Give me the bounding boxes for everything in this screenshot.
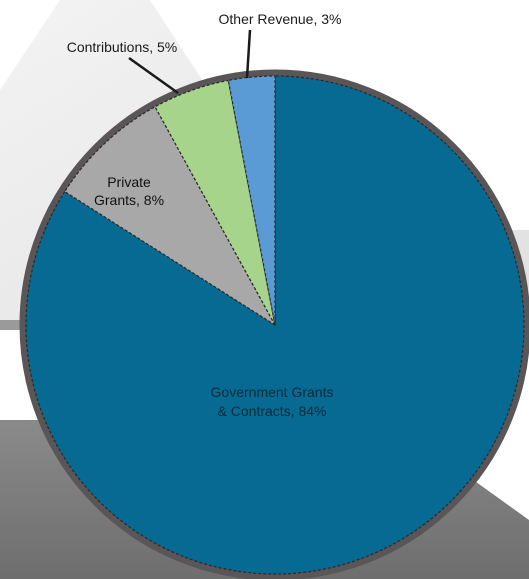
pie-slice-1 bbox=[63, 105, 276, 326]
leader-line-contributions bbox=[128, 56, 179, 95]
label-private-grants-line2: Grants, 8% bbox=[94, 192, 164, 208]
leader-line-other-revenue bbox=[245, 29, 252, 79]
label-contributions: Contributions, 5% bbox=[67, 39, 178, 55]
label-other-revenue: Other Revenue, 3% bbox=[219, 11, 342, 27]
pie-slice-3 bbox=[227, 75, 276, 326]
label-private-grants-line1: Private bbox=[107, 174, 151, 190]
pie-rim bbox=[19, 69, 529, 579]
label-government-grants-line2: & Contracts, 84% bbox=[218, 403, 327, 419]
pie-slice-2 bbox=[154, 79, 276, 326]
label-government-grants-line1: Government Grants bbox=[211, 384, 334, 400]
pie-slices bbox=[25, 75, 525, 575]
